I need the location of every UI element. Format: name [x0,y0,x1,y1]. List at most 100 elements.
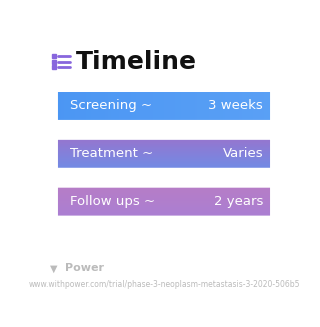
Bar [206,86,209,126]
Bar [164,86,167,126]
Bar [142,86,145,126]
Bar [52,139,276,140]
Bar [228,86,231,126]
Bar [234,86,237,126]
Bar [52,144,276,145]
Bar [111,86,114,126]
Bar [248,86,251,126]
Bar [52,200,276,201]
Bar [52,207,276,208]
Bar [139,86,142,126]
Bar [200,86,203,126]
Bar [52,203,276,204]
Bar [52,216,276,217]
Bar [52,207,276,208]
Bar [256,86,259,126]
Bar [52,137,276,138]
Bar [52,192,276,193]
Bar [52,162,276,163]
Bar [52,198,276,199]
Bar [52,219,276,220]
Text: Screening ~: Screening ~ [70,99,152,112]
Bar [239,86,242,126]
Text: ▼: ▼ [50,263,57,273]
Bar [52,165,276,166]
Text: 2 years: 2 years [214,195,263,208]
Bar [52,138,276,139]
Bar [52,215,276,216]
Bar [225,86,228,126]
Bar [52,159,276,160]
Bar [125,86,128,126]
Bar [52,191,276,192]
Bar [52,214,276,215]
Bar [52,160,276,161]
Bar [52,138,276,139]
Bar [122,86,125,126]
Bar [52,208,276,209]
Bar [52,153,276,154]
Bar [144,86,148,126]
Bar [52,168,276,169]
Bar [209,86,212,126]
Bar [52,203,276,204]
Bar [55,86,58,126]
Bar [52,190,276,191]
Bar [72,86,75,126]
Bar [161,86,164,126]
Bar [52,148,276,149]
Bar [52,200,276,201]
Bar [116,86,120,126]
Bar [58,86,61,126]
Bar [52,146,276,147]
Bar [170,86,172,126]
Text: Varies: Varies [223,147,263,160]
Bar [52,164,276,165]
Bar [92,86,94,126]
Bar [52,159,276,160]
Bar [52,167,276,168]
Bar [52,201,276,202]
Bar [52,143,276,144]
Bar [77,86,81,126]
Bar [52,171,276,172]
Bar [52,158,276,159]
Bar [153,86,156,126]
Bar [52,195,276,196]
Bar [150,86,153,126]
Bar [52,134,276,135]
Bar [231,86,234,126]
Text: www.withpower.com/trial/phase-3-neoplasm-metastasis-3-2020-506b5: www.withpower.com/trial/phase-3-neoplasm… [28,280,300,289]
Bar [52,204,276,205]
Bar [52,206,276,207]
Bar [52,160,276,161]
Bar [66,86,69,126]
Bar [245,86,248,126]
Bar [203,86,206,126]
Bar [83,86,86,126]
Bar [178,86,181,126]
Bar [52,140,276,141]
Bar [52,155,276,156]
Bar [52,172,276,173]
Bar [128,86,131,126]
Text: Power: Power [65,263,104,273]
Bar [52,210,276,211]
Bar [242,86,245,126]
Bar [264,86,268,126]
Bar [217,86,220,126]
Bar [52,161,276,162]
Bar [172,86,175,126]
Bar [52,151,276,152]
Bar [52,185,276,186]
Bar [189,86,192,126]
Text: 3 weeks: 3 weeks [208,99,263,112]
Bar [52,149,276,150]
Text: Timeline: Timeline [76,50,197,74]
Bar [52,141,276,142]
Bar [52,158,276,159]
Bar [220,86,223,126]
Bar [52,142,276,143]
Bar [52,135,276,136]
Bar [52,163,276,164]
